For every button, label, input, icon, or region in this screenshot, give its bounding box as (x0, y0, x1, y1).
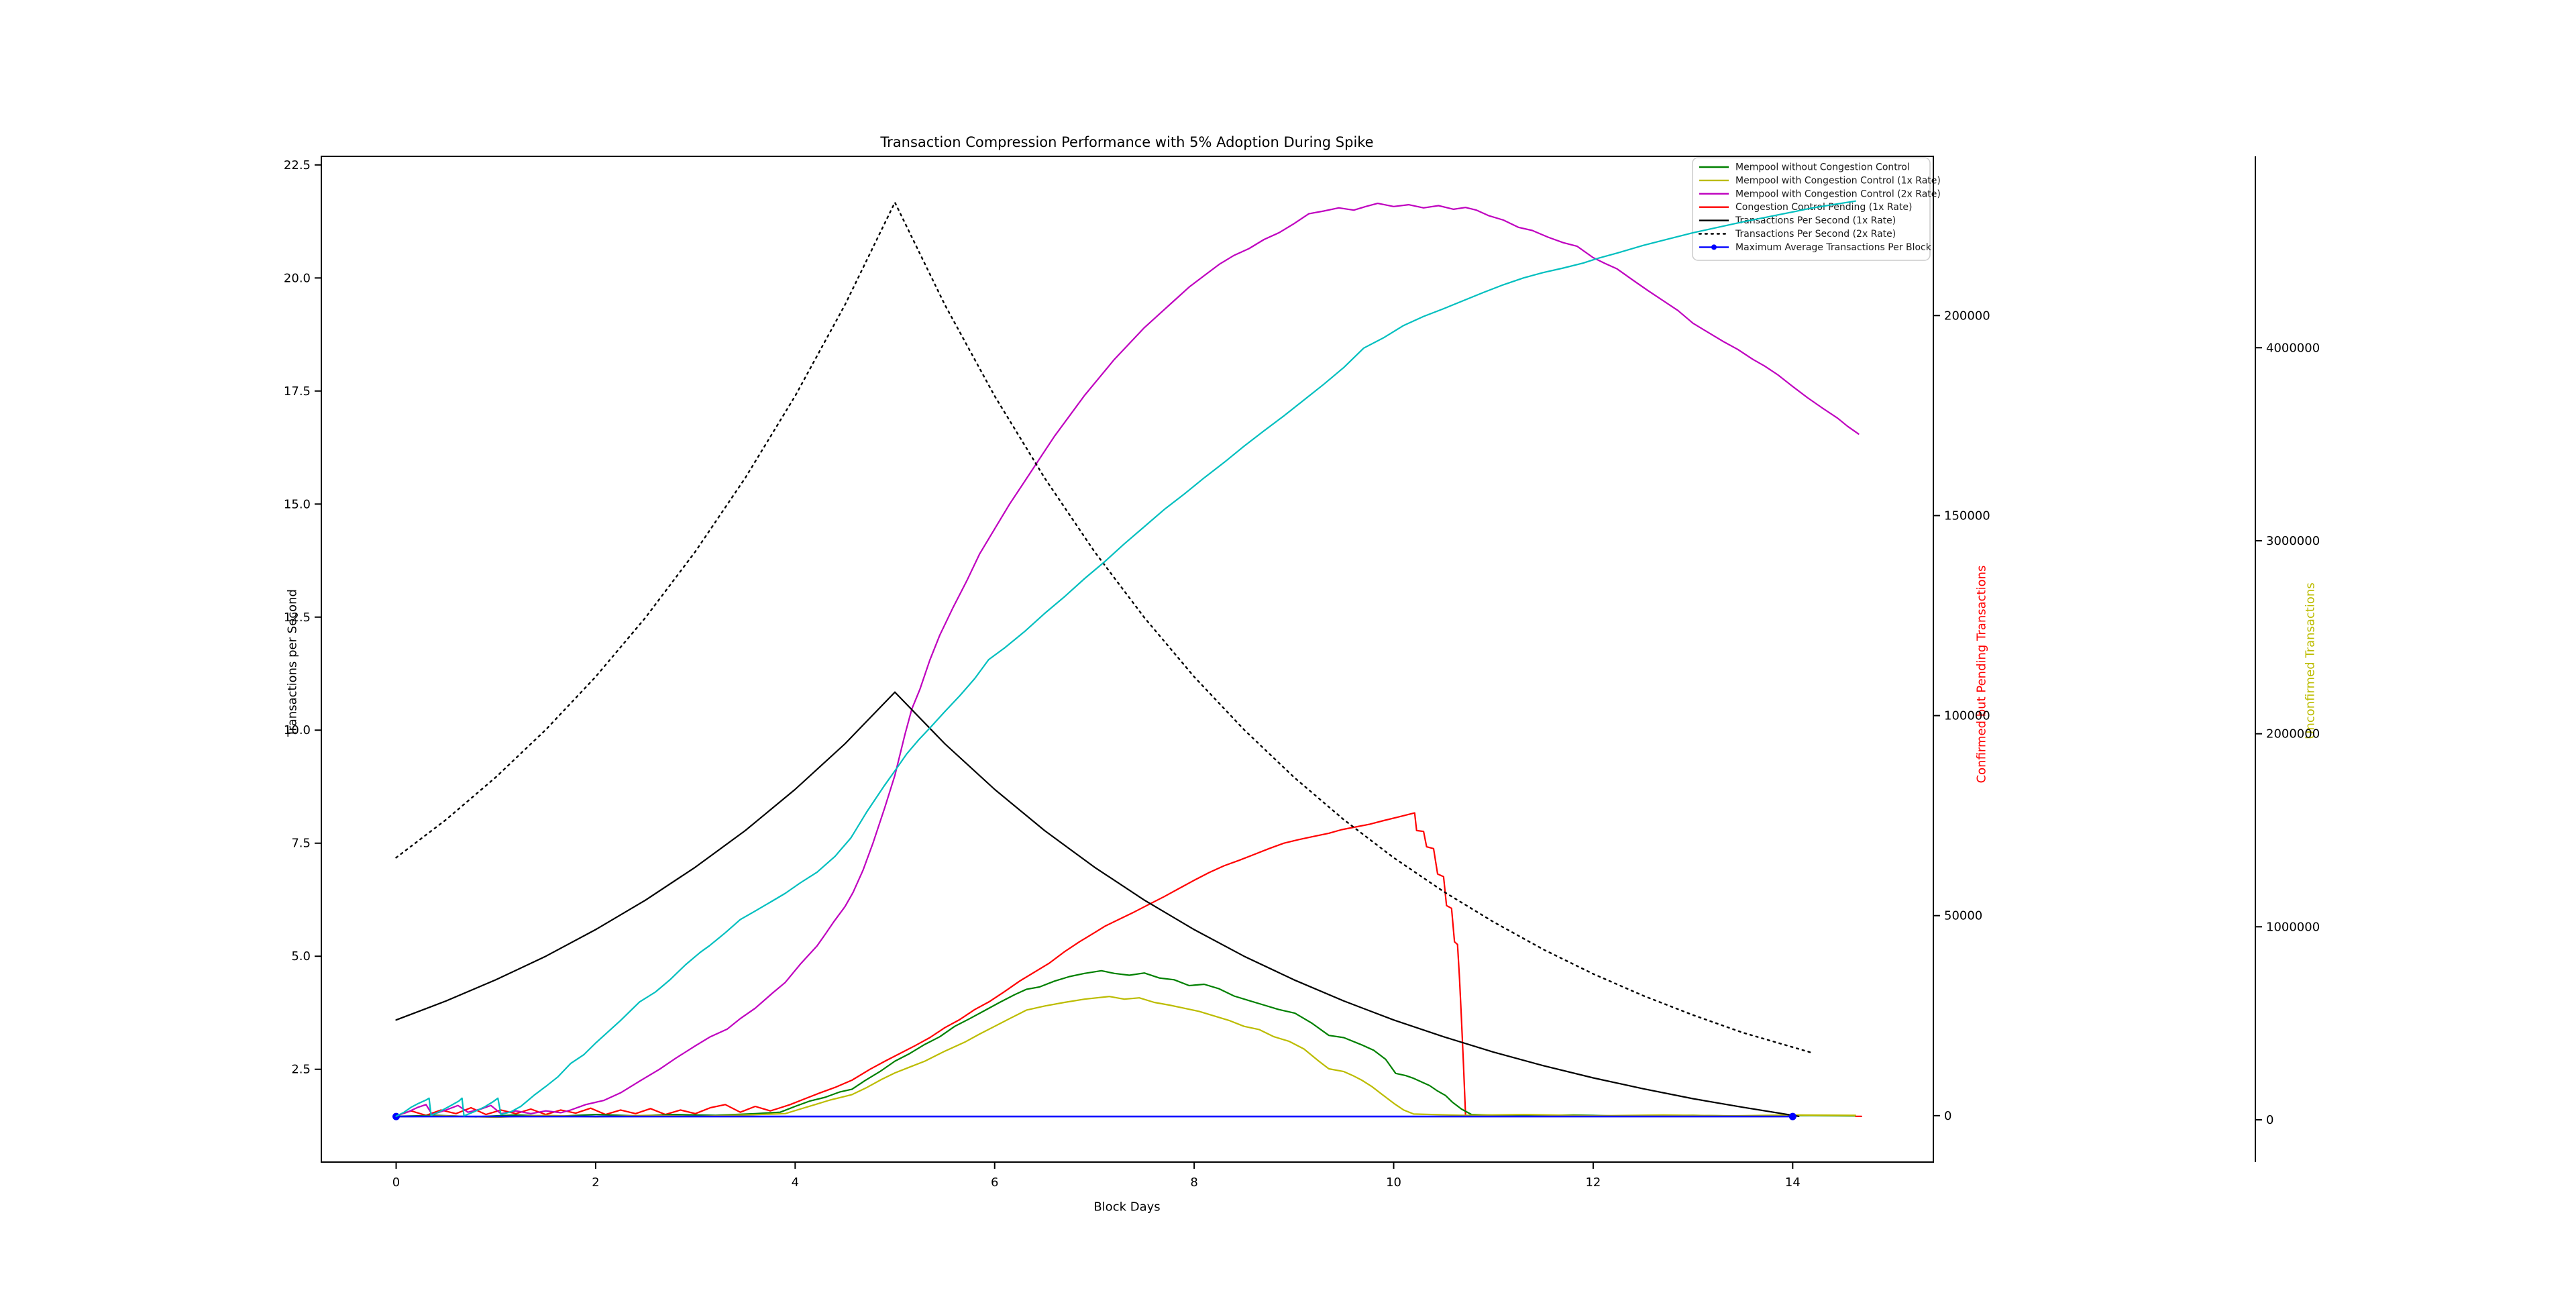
y-tick-label-left: 17.5 (284, 384, 311, 399)
legend-entry: Congestion Control Pending (1x Rate) (1699, 202, 1912, 213)
x-axis-label: Block Days (1093, 1200, 1161, 1214)
y-tick-label-pending: 100000 (1944, 709, 1990, 723)
legend-entry-label: Mempool without Congestion Control (1735, 162, 1910, 173)
legend-entry-label: Congestion Control Pending (1x Rate) (1735, 202, 1912, 213)
y-tick-label-unconfirmed: 2000000 (2266, 727, 2320, 741)
y-tick-label-left: 7.5 (291, 837, 311, 851)
x-tick-label: 12 (1585, 1175, 1601, 1190)
series-line-cyan-unlabeled (395, 200, 1857, 1117)
y-tick-label-pending: 200000 (1944, 309, 1990, 323)
legend-sample-marker (1711, 244, 1717, 250)
y-tick-label-pending: 150000 (1944, 509, 1990, 523)
legend-entry-label: Transactions Per Second (1x Rate) (1735, 215, 1896, 226)
y-tick-label-left: 12.5 (284, 611, 311, 625)
legend-box (1692, 157, 1931, 261)
x-tick-label: 10 (1386, 1175, 1401, 1190)
x-tick-label: 4 (792, 1175, 799, 1190)
y-tick-label-unconfirmed: 1000000 (2266, 920, 2320, 934)
y-tick-label-pending: 50000 (1944, 909, 1982, 923)
legend-entry-label: Mempool with Congestion Control (2x Rate… (1735, 189, 1941, 199)
x-tick-label: 14 (1785, 1175, 1801, 1190)
series-line-mempool-cc-2x (395, 203, 1860, 1117)
series-line-mempool-without-cc (395, 970, 1856, 1118)
y-tick-label-unconfirmed: 3000000 (2266, 534, 2320, 548)
x-tick-label: 0 (392, 1175, 400, 1190)
y-tick-label-unconfirmed: 4000000 (2266, 341, 2320, 355)
legend: Mempool without Congestion Control Mempoo… (1692, 157, 1941, 261)
y-tick-label-pending: 0 (1944, 1109, 1951, 1123)
y-tick-label-left: 15.0 (284, 497, 311, 511)
y-tick-label-unconfirmed: 0 (2266, 1113, 2273, 1127)
y-tick-label-left: 2.5 (291, 1063, 311, 1077)
x-tick-label: 8 (1190, 1175, 1197, 1190)
series-line-mempool-cc-1x (395, 996, 1857, 1118)
legend-entry: Mempool without Congestion Control (1699, 162, 1910, 173)
x-tick-label: 6 (991, 1175, 998, 1190)
series-marker-max-avg-tx-per-block (1788, 1112, 1796, 1120)
y-tick-label-left: 10.0 (284, 723, 311, 737)
legend-entry: Transactions Per Second (1x Rate) (1699, 215, 1896, 226)
x-tick-label: 2 (592, 1175, 599, 1190)
series-line-tps-1x (395, 691, 1800, 1117)
legend-entry-label: Mempool with Congestion Control (1x Rate… (1735, 175, 1941, 186)
plot-border (321, 156, 1934, 1163)
legend-entry: Mempool with Congestion Control (1x Rate… (1699, 175, 1941, 186)
legend-entry: Transactions Per Second (2x Rate) (1698, 229, 1896, 240)
y-tick-label-left: 5.0 (291, 949, 311, 963)
series-line-congestion-control-pending-1x (395, 812, 1466, 1117)
series-line-tps-2x (395, 201, 1814, 1054)
legend-entry-label: Transactions Per Second (2x Rate) (1735, 229, 1896, 240)
y-tick-label-left: 20.0 (284, 271, 311, 285)
legend-entry-label: Maximum Average Transactions Per Block (1735, 242, 1932, 253)
y-tick-label-left: 22.5 (284, 158, 311, 172)
legend-entry: Mempool with Congestion Control (2x Rate… (1699, 189, 1941, 199)
legend-entry: Maximum Average Transactions Per Block (1699, 242, 1932, 253)
chart-title: Transaction Compression Performance with… (880, 134, 1374, 150)
